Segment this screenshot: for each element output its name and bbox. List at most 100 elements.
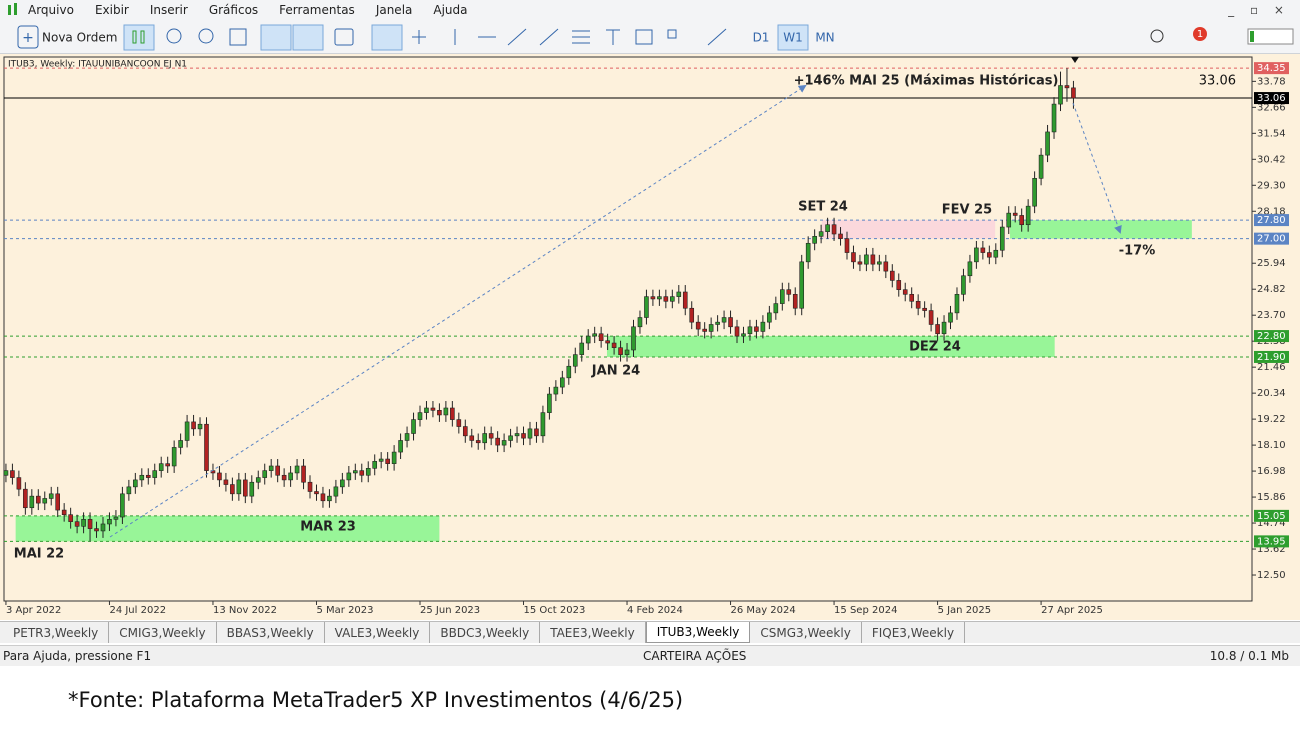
timeframe[interactable]: D1 [753, 31, 770, 45]
candle-body [585, 335, 591, 344]
y-tick-label: 31.54 [1257, 128, 1286, 139]
menu-item[interactable]: Janela [375, 3, 413, 17]
candle-body [650, 296, 656, 300]
candle-body [1058, 85, 1063, 105]
candle-body [81, 519, 86, 527]
candle-body [469, 435, 475, 441]
candle-body [864, 254, 869, 265]
candle-body [889, 270, 895, 281]
candle-body [204, 423, 209, 471]
new-order-button[interactable]: Nova Ordem [42, 31, 117, 45]
candle-body [42, 498, 48, 504]
timeframe[interactable]: W1 [783, 31, 803, 45]
candle-body [812, 236, 817, 244]
candle-body [107, 519, 112, 525]
price-level-label: 13.95 [1257, 536, 1286, 547]
chart-tab[interactable]: ITUB3,Weekly [645, 622, 751, 643]
chart-tab[interactable]: BBAS3,Weekly [217, 622, 325, 643]
y-tick-label: 14.74 [1257, 518, 1286, 529]
status-help: Para Ajuda, pressione F1 [3, 649, 152, 663]
candle-body [456, 419, 462, 427]
candle-body [1019, 215, 1024, 226]
notification-badge[interactable] [1193, 27, 1207, 41]
candles-button[interactable] [123, 24, 155, 51]
drawing-tools[interactable] [454, 28, 727, 46]
zoom-in[interactable] [166, 28, 182, 44]
chart-tab[interactable]: PETR3,Weekly [3, 622, 110, 643]
menu-item[interactable]: Ferramentas [279, 3, 355, 17]
price-level-label: 34.35 [1257, 63, 1286, 74]
chart-tab[interactable]: CMIG3,Weekly [109, 622, 217, 643]
candle-body [780, 289, 785, 304]
candle-body [243, 479, 248, 497]
candle-body [734, 326, 740, 337]
candle-body [514, 433, 520, 437]
candle-body [488, 433, 494, 439]
candle-body [670, 296, 675, 302]
price-level-box [1254, 232, 1289, 245]
y-tick-label: 23.70 [1257, 310, 1286, 321]
candle-body [915, 300, 921, 309]
tile[interactable] [229, 28, 247, 46]
candle-body [424, 407, 429, 413]
window-controls[interactable]: _ ▫ × [1228, 3, 1290, 17]
chart-tab[interactable]: VALE3,Weekly [325, 622, 431, 643]
candle-body [540, 412, 546, 437]
candle-body [3, 470, 9, 476]
chart-tab[interactable]: TAEE3,Weekly [540, 622, 646, 643]
menu-item[interactable]: Inserir [149, 3, 188, 17]
menu-item[interactable]: Arquivo [28, 3, 74, 17]
chart-tab[interactable]: BBDC3,Weekly [430, 622, 541, 643]
price-level-box [1254, 509, 1289, 522]
candle-body [281, 474, 287, 481]
chart-title: ITUB3, Weekly: ITAUUNIBANCOON EJ N1 [8, 60, 187, 70]
x-tick-label: 24 Jul 2022 [109, 605, 166, 616]
last-bar-marker [1071, 57, 1079, 63]
crosshair[interactable] [412, 30, 426, 44]
y-tick-label: 19.22 [1257, 414, 1286, 425]
candle-body [191, 421, 196, 430]
price-level-box [1254, 350, 1289, 363]
menu-item[interactable]: Exibir [94, 3, 129, 17]
zoom-out[interactable] [198, 28, 214, 44]
candle-body [320, 493, 326, 502]
candle-body [799, 261, 805, 309]
new-order-icon[interactable] [17, 25, 39, 49]
candle-body [35, 495, 41, 504]
candle-body [961, 275, 966, 295]
candle-body [1032, 178, 1037, 207]
price-level-label: 22.80 [1257, 331, 1286, 342]
candle-body [572, 354, 578, 367]
candle-body [870, 254, 876, 265]
menu-item[interactable]: Ajuda [433, 3, 468, 17]
timeframe[interactable]: MN [815, 31, 834, 45]
candle-body [741, 333, 746, 337]
candle-body [618, 347, 623, 355]
y-tick-label: 13.62 [1257, 544, 1286, 555]
candle-body [126, 486, 132, 495]
candle-body [773, 303, 779, 314]
candle-body [340, 479, 345, 488]
annotation: JAN 24 [591, 364, 640, 379]
candle-body [902, 289, 908, 295]
candle-body [637, 317, 643, 328]
candle-body [844, 238, 850, 253]
candle-body [547, 393, 552, 413]
screenshot[interactable] [334, 28, 354, 46]
candle-body [385, 458, 390, 464]
cursor[interactable] [371, 24, 403, 51]
candle-body [236, 479, 242, 495]
annotation: SET 24 [798, 200, 848, 215]
chart-shift[interactable] [292, 24, 324, 51]
chart-tab[interactable]: FIQE3,Weekly [862, 622, 966, 643]
chart-tab[interactable]: CSMG3,Weekly [750, 622, 862, 643]
candle-body [624, 349, 630, 355]
autoscroll[interactable] [260, 24, 292, 51]
support-zone [1010, 220, 1192, 239]
annotation: -17% [1119, 244, 1156, 259]
candle-body [909, 294, 914, 302]
active-timeframe [777, 24, 809, 51]
menu-item[interactable]: Gráficos [208, 3, 259, 17]
candle-body [197, 423, 203, 430]
search[interactable] [1150, 29, 1164, 43]
